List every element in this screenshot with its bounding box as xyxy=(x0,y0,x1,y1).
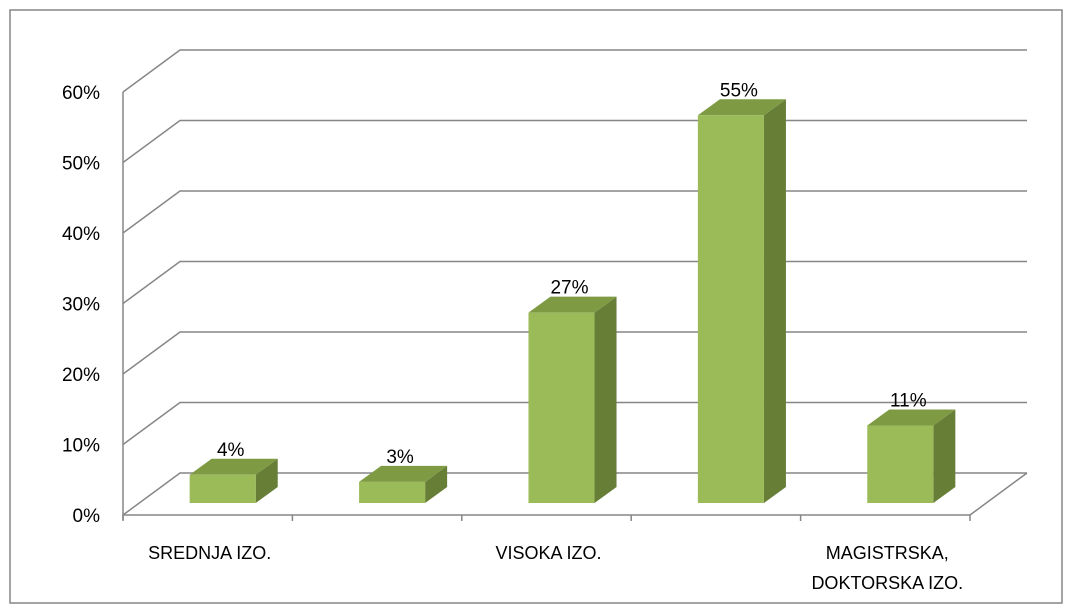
value-label: 4% xyxy=(217,440,245,461)
floor-edge xyxy=(969,472,1028,516)
value-label: 11% xyxy=(890,390,927,411)
value-label: 3% xyxy=(386,447,414,468)
bar-top xyxy=(189,458,278,475)
value-label: 27% xyxy=(550,278,588,299)
bar-side xyxy=(933,409,956,503)
bar-top xyxy=(359,465,448,482)
y-tick-label: 0% xyxy=(73,506,101,527)
grid-line xyxy=(122,49,1027,93)
bar-top xyxy=(867,409,956,426)
bar-side xyxy=(763,99,786,503)
bar-top xyxy=(697,99,786,116)
y-tick-label: 20% xyxy=(62,365,100,386)
value-label: 55% xyxy=(720,80,758,101)
bar-side xyxy=(255,458,278,503)
bar xyxy=(528,312,595,503)
y-tick-label: 40% xyxy=(62,224,100,245)
y-tick-label: 30% xyxy=(62,295,100,316)
y-tick-label: 50% xyxy=(62,154,100,175)
chart-border xyxy=(9,9,1063,604)
bar xyxy=(359,481,426,503)
y-tick-label: 10% xyxy=(62,436,100,457)
bar xyxy=(697,115,764,503)
x-tick-label: SREDNJA IZO. xyxy=(148,543,272,563)
bar-side xyxy=(425,465,448,503)
bar-side xyxy=(594,296,617,503)
y-tick-label: 60% xyxy=(62,83,100,104)
bar xyxy=(189,474,256,503)
bar-top xyxy=(528,296,617,313)
x-tick-label: MAGISTRSKA, DOKTORSKA IZO. xyxy=(811,543,964,593)
x-tick-label: VISOKA IZO. xyxy=(495,543,602,563)
bar xyxy=(867,425,934,503)
